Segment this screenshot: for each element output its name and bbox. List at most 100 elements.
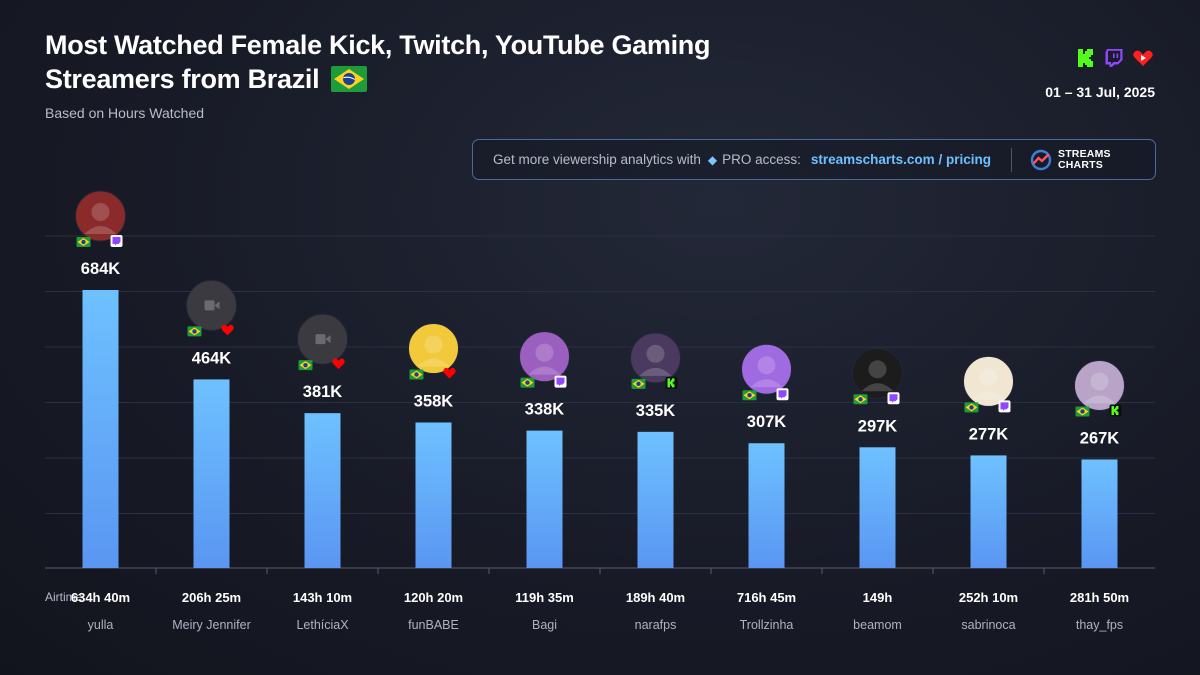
camera-placeholder-lens: [325, 335, 331, 344]
streamer-name[interactable]: sabrinoca: [961, 618, 1016, 632]
bar[interactable]: [304, 413, 341, 568]
streamer-name[interactable]: yulla: [87, 618, 114, 632]
bar[interactable]: [970, 455, 1007, 568]
airtime-value: 143h 10m: [292, 590, 353, 605]
streamer-avatar[interactable]: [75, 190, 126, 247]
avatar-shoulders: [861, 383, 894, 392]
promo-banner[interactable]: Get more viewership analytics with ◆ PRO…: [472, 139, 1156, 180]
airtime-label: Airtime:: [45, 590, 86, 604]
twitch-badge-icon: [112, 237, 121, 246]
diamond-icon: ◆: [707, 152, 718, 167]
streamer-avatar[interactable]: [297, 313, 348, 371]
avatar-shoulders: [528, 366, 561, 375]
airtime-value: 206h 25m: [181, 590, 242, 605]
streamer-name[interactable]: LethíciaX: [296, 618, 349, 632]
streamer-avatar[interactable]: [519, 331, 570, 388]
avatar-head: [424, 335, 443, 354]
avatar-circle: [741, 343, 792, 395]
brazil-flag-globe: [303, 362, 308, 368]
bar[interactable]: [637, 431, 674, 568]
twitch-badge-icon: [889, 394, 898, 403]
streamer-name[interactable]: beamom: [853, 618, 902, 632]
airtime-value: 281h 50m: [1069, 590, 1130, 605]
streamer-name[interactable]: Bagi: [531, 618, 558, 632]
bar[interactable]: [415, 422, 452, 568]
avatar-shoulders: [84, 226, 117, 234]
twitch-icon: [1105, 49, 1123, 67]
avatar-shoulders: [972, 391, 1005, 400]
bar[interactable]: [748, 443, 785, 568]
bar[interactable]: [82, 290, 119, 568]
twitch-badge-icon: [1000, 402, 1009, 411]
avatar-head: [979, 368, 998, 387]
avatar-shoulders: [1083, 395, 1116, 404]
bar[interactable]: [526, 430, 563, 568]
brand-line-1: STREAMS: [1057, 147, 1111, 160]
streamer-avatar[interactable]: [408, 322, 459, 380]
brazil-flag-globe: [969, 405, 974, 410]
avatar-head: [91, 203, 110, 221]
camera-placeholder-icon: [315, 334, 326, 345]
bar[interactable]: [1081, 459, 1118, 568]
promo-link[interactable]: streamscharts.com / pricing: [811, 152, 991, 167]
brazil-flag-globe: [192, 329, 197, 334]
brazil-flag-globe: [414, 372, 419, 377]
value-labels-group: 684K 464K 381K 358K 338K 335K 307K 297K 277K 267K: [81, 260, 1120, 447]
streamer-name[interactable]: funBABE: [408, 618, 459, 632]
avatar-head: [757, 356, 776, 375]
streamer-name[interactable]: thay_fps: [1075, 618, 1124, 632]
kick-badge-icon: [667, 378, 675, 388]
streamer-avatar[interactable]: [186, 279, 237, 337]
avatar-circle: [408, 322, 459, 374]
streamer-name[interactable]: narafps: [634, 618, 677, 632]
value-label: 307K: [747, 413, 787, 431]
streamer-name[interactable]: Trollzinha: [739, 618, 794, 632]
brazil-flag-globe: [858, 397, 863, 402]
avatar-head: [1090, 372, 1109, 391]
youtube-gaming-icon: [1133, 50, 1153, 66]
bar[interactable]: [193, 379, 230, 568]
avatar-shoulders: [639, 367, 672, 376]
value-label: 358K: [414, 392, 454, 410]
airtime-value: 120h 20m: [403, 590, 464, 605]
streamer-avatar[interactable]: [963, 355, 1014, 413]
streamer-avatar[interactable]: [852, 347, 903, 405]
streamer-avatar[interactable]: [630, 332, 681, 389]
airtime-value: 149h: [862, 590, 893, 605]
promo-text: Get more viewership analytics with: [493, 152, 701, 167]
streams-charts-logo-icon: [1030, 149, 1052, 170]
avatar-circle: [963, 355, 1014, 407]
promo-divider: [1010, 147, 1012, 172]
airtime-value: 634h 40m: [70, 590, 131, 605]
youtube-badge-icon: [221, 324, 234, 336]
value-label: 684K: [81, 260, 121, 278]
avatar-head: [535, 343, 554, 362]
platform-icons: [1076, 48, 1154, 68]
bar[interactable]: [859, 447, 896, 568]
promo-link-path: pricing: [945, 152, 991, 167]
kick-badge-icon: [1111, 405, 1119, 415]
avatars-group: [75, 190, 1125, 417]
streamer-name[interactable]: Meiry Jennifer: [172, 618, 251, 632]
camera-placeholder-icon: [204, 300, 215, 311]
value-label: 381K: [303, 383, 343, 401]
streams-charts-logo[interactable]: STREAMS CHARTS: [1030, 147, 1111, 171]
streamer-avatar[interactable]: [1074, 359, 1125, 417]
streamer-avatar[interactable]: [741, 343, 792, 401]
avatar-shoulders: [417, 358, 450, 367]
airtime-value: 716h 45m: [736, 590, 797, 605]
promo-link-sep: /: [938, 152, 943, 167]
camera-placeholder-lens: [214, 301, 220, 310]
youtube-badge-icon: [332, 358, 345, 370]
brand-line-2: CHARTS: [1057, 158, 1103, 171]
value-label: 335K: [636, 402, 676, 420]
value-label: 297K: [858, 417, 898, 435]
chart-subtitle: Based on Hours Watched: [45, 105, 205, 121]
title-line-2: Streamers from Brazil: [45, 64, 320, 94]
value-label: 338K: [525, 401, 565, 419]
avatar-circle: [630, 332, 681, 384]
brazil-flag-globe: [525, 380, 530, 385]
promo-pro-text: PRO access:: [722, 152, 801, 167]
avatar-circle: [519, 331, 570, 383]
youtube-badge-icon: [443, 367, 456, 379]
